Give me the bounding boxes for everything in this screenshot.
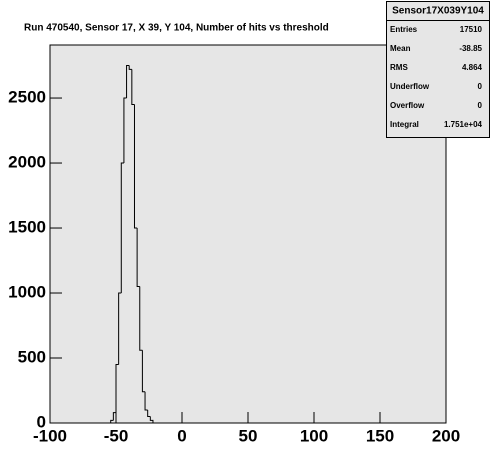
plot-frame bbox=[49, 44, 447, 424]
stats-label: Overflow bbox=[390, 101, 425, 110]
histogram-bin bbox=[136, 228, 140, 288]
y-tick-label: 500 bbox=[18, 347, 46, 366]
x-tick-label: 200 bbox=[432, 426, 460, 445]
stats-label: Underflow bbox=[390, 82, 430, 91]
y-tick-label: 1000 bbox=[8, 282, 46, 301]
histogram-bin bbox=[139, 286, 143, 351]
x-tick-label: 150 bbox=[366, 426, 394, 445]
stats-label: Integral bbox=[390, 120, 419, 129]
histogram-bin bbox=[131, 69, 135, 106]
stats-box: Sensor17X039Y104 bbox=[386, 1, 490, 138]
y-tick-label: 0 bbox=[37, 412, 46, 431]
stats-label: RMS bbox=[390, 63, 408, 72]
histogram-bin bbox=[147, 410, 151, 418]
stats-label: Mean bbox=[390, 44, 411, 53]
histogram-bin bbox=[149, 416, 154, 423]
stats-value: 0 bbox=[478, 101, 483, 110]
y-tick-label: 1500 bbox=[8, 218, 46, 237]
histogram-bin bbox=[123, 97, 127, 164]
histogram-bin bbox=[120, 162, 124, 294]
stats-label: Entries bbox=[390, 25, 418, 34]
histogram-bin bbox=[128, 65, 132, 70]
histogram-bin bbox=[141, 350, 146, 393]
stats-value: -38.85 bbox=[459, 44, 482, 53]
histogram-bin bbox=[126, 65, 130, 99]
stats-frame bbox=[386, 1, 490, 138]
stats-value: 0 bbox=[478, 82, 483, 91]
histogram-bin bbox=[118, 292, 122, 365]
stats-value: 4.864 bbox=[462, 63, 483, 72]
stats-value: 17510 bbox=[460, 25, 483, 34]
x-tick-label: 100 bbox=[300, 426, 328, 445]
stats-value: 1.751e+04 bbox=[444, 120, 483, 129]
y-tick-label: 2500 bbox=[8, 88, 46, 107]
x-tick-label: 0 bbox=[177, 426, 186, 445]
x-tick-label: -50 bbox=[104, 426, 129, 445]
x-tick-label: 50 bbox=[239, 426, 258, 445]
x-tick-label: -100 bbox=[33, 426, 67, 445]
histogram-bin bbox=[115, 364, 119, 413]
histogram-bin bbox=[110, 419, 114, 423]
histogram-bin bbox=[144, 391, 148, 411]
y-tick-label: 2000 bbox=[8, 153, 46, 172]
stats-title: Sensor17X039Y104 bbox=[392, 6, 484, 17]
chart-title: Run 470540, Sensor 17, X 39, Y 104, Numb… bbox=[24, 23, 329, 34]
histogram-bin bbox=[112, 412, 116, 421]
histogram-bin bbox=[133, 104, 138, 229]
